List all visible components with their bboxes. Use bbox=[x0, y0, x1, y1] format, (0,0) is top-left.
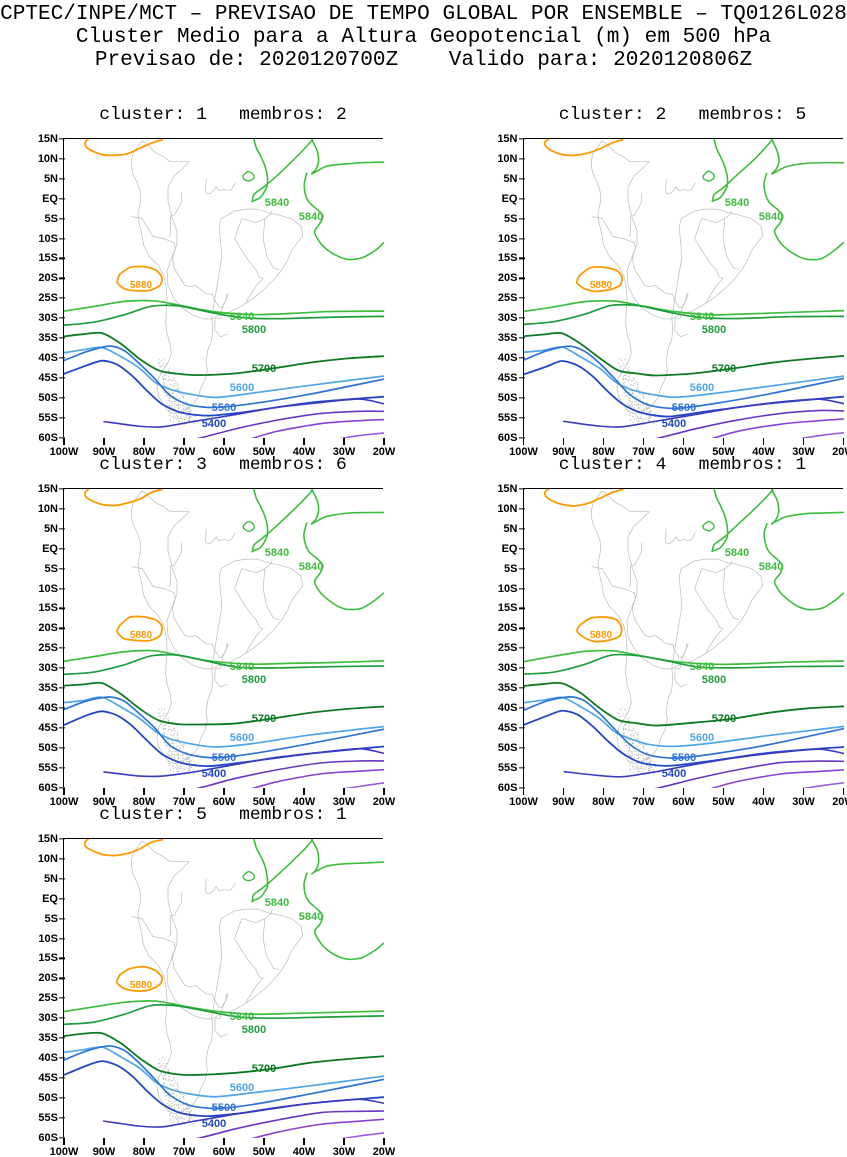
svg-text:5840: 5840 bbox=[265, 547, 289, 559]
svg-text:5840: 5840 bbox=[230, 1011, 254, 1023]
svg-text:5500: 5500 bbox=[671, 402, 695, 414]
svg-text:5400: 5400 bbox=[202, 418, 226, 430]
svg-text:5800: 5800 bbox=[242, 674, 266, 686]
svg-text:5800: 5800 bbox=[701, 674, 725, 686]
svg-text:5880: 5880 bbox=[589, 280, 612, 291]
svg-text:5500: 5500 bbox=[212, 752, 236, 764]
svg-text:5840: 5840 bbox=[758, 211, 782, 223]
svg-text:5880: 5880 bbox=[589, 630, 612, 641]
svg-text:5700: 5700 bbox=[711, 713, 735, 725]
svg-text:5800: 5800 bbox=[701, 324, 725, 336]
svg-text:5600: 5600 bbox=[689, 382, 713, 394]
svg-text:5840: 5840 bbox=[299, 561, 323, 573]
svg-text:5600: 5600 bbox=[689, 732, 713, 744]
svg-text:5700: 5700 bbox=[252, 363, 276, 375]
svg-text:5500: 5500 bbox=[212, 1102, 236, 1114]
svg-text:5880: 5880 bbox=[130, 980, 153, 991]
svg-text:5700: 5700 bbox=[711, 363, 735, 375]
svg-text:5700: 5700 bbox=[252, 713, 276, 725]
svg-text:5700: 5700 bbox=[252, 1063, 276, 1075]
svg-text:5840: 5840 bbox=[230, 661, 254, 673]
svg-text:5800: 5800 bbox=[242, 324, 266, 336]
svg-text:5840: 5840 bbox=[265, 897, 289, 909]
svg-text:5800: 5800 bbox=[242, 1024, 266, 1036]
svg-text:5400: 5400 bbox=[202, 768, 226, 780]
svg-text:5840: 5840 bbox=[299, 911, 323, 923]
svg-text:5600: 5600 bbox=[230, 732, 254, 744]
svg-text:5400: 5400 bbox=[661, 768, 685, 780]
svg-text:5840: 5840 bbox=[299, 211, 323, 223]
svg-text:5400: 5400 bbox=[202, 1118, 226, 1130]
svg-text:5840: 5840 bbox=[724, 197, 748, 209]
svg-text:5840: 5840 bbox=[265, 197, 289, 209]
svg-text:5840: 5840 bbox=[689, 661, 713, 673]
svg-text:5600: 5600 bbox=[230, 1082, 254, 1094]
svg-text:5840: 5840 bbox=[689, 311, 713, 323]
svg-text:5840: 5840 bbox=[230, 311, 254, 323]
svg-text:5880: 5880 bbox=[130, 630, 153, 641]
svg-text:5500: 5500 bbox=[671, 752, 695, 764]
svg-text:5840: 5840 bbox=[758, 561, 782, 573]
svg-text:5840: 5840 bbox=[724, 547, 748, 559]
svg-text:5400: 5400 bbox=[661, 418, 685, 430]
svg-text:5600: 5600 bbox=[230, 382, 254, 394]
svg-text:5880: 5880 bbox=[130, 280, 153, 291]
svg-text:5500: 5500 bbox=[212, 402, 236, 414]
